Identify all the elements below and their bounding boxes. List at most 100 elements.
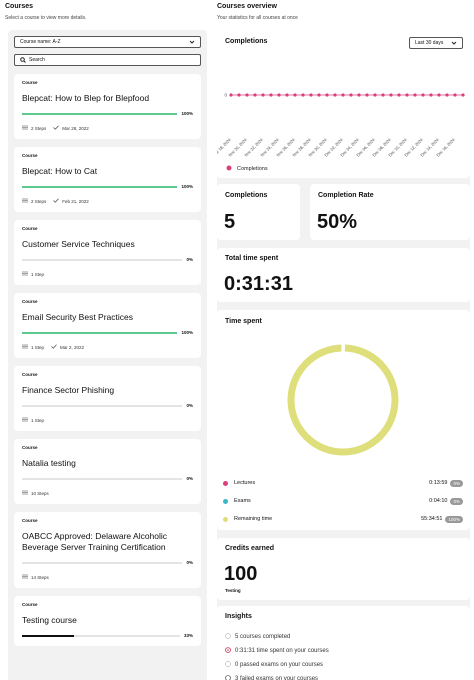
progress-row: 0% [22, 257, 193, 262]
progress-track [22, 477, 183, 480]
courses-title: Courses [5, 3, 34, 10]
course-title: Blepcat: How to Cat [22, 166, 98, 176]
progress-label: 0% [186, 476, 193, 481]
progress-track [22, 258, 183, 261]
insight-text: 5 courses completed [235, 634, 291, 640]
sort-select[interactable]: Course name: A-Z [14, 36, 201, 48]
value: 0:31:31 [224, 273, 293, 295]
legend-time: 55:34:51 [421, 516, 443, 522]
point [437, 93, 441, 97]
progress-track [22, 185, 178, 188]
date: Feb 21, 2022 [62, 198, 89, 204]
insight-text: 0 passed exams on your courses [235, 662, 324, 668]
point [253, 93, 257, 97]
search-input[interactable]: Search [14, 54, 201, 66]
steps: 2 Steps [31, 125, 47, 131]
progress-bar [22, 112, 178, 115]
title: Credits earned [225, 545, 275, 552]
range-label: Last 30 days [415, 40, 444, 46]
progress-label: 0% [186, 257, 193, 262]
progress-track [22, 561, 183, 564]
course-card[interactable]: Course OABCC Approved: Delaware Alcoholic… [14, 512, 201, 588]
chevron [189, 40, 195, 44]
date: Mar 28, 2022 [62, 125, 89, 131]
steps-icon [22, 271, 28, 277]
point [293, 93, 297, 97]
course-type: Course [22, 445, 38, 450]
check-icon [53, 198, 60, 204]
progress-label: 100% [181, 111, 193, 116]
course-meta: 1 Step [22, 271, 193, 277]
progress-bar [22, 634, 75, 637]
progress-track [22, 634, 180, 637]
course-title: OABCC Approved: Delaware Alcoholic Bever… [22, 531, 168, 552]
course-title: Testing course [22, 615, 77, 625]
courses-subtitle: Select a course to view more details. [5, 15, 87, 21]
course-title: Customer Service Techniques [22, 239, 135, 249]
point [269, 93, 273, 97]
chevron [451, 41, 457, 45]
progress-bar [22, 331, 178, 334]
title: Insights [225, 613, 252, 620]
course-card[interactable]: Course Finance Sector Phishing 0% 1 Step [14, 366, 201, 431]
course-card[interactable]: Course Customer Service Techniques 0% 1 Ste… [14, 220, 201, 285]
point [309, 93, 313, 97]
point [413, 93, 417, 97]
value: 100 [224, 563, 258, 585]
point [301, 93, 305, 97]
insight-icon [225, 633, 231, 641]
point [357, 93, 361, 97]
progress-label: 0% [186, 403, 193, 408]
course-type: Course [22, 602, 38, 607]
progress-bar [22, 185, 178, 188]
point [349, 93, 353, 97]
legend-swatch [226, 165, 232, 171]
steps: 1 Step [31, 271, 45, 277]
overview-subtitle: Your statistics for all courses at once [217, 15, 298, 21]
course-title: Natalia testing [22, 458, 76, 468]
sort-label: Course name: A-Z [20, 39, 61, 45]
progress-track [22, 112, 178, 115]
value: 5 [224, 211, 236, 233]
legend-time: 0:13:59 [429, 480, 448, 486]
credits-card: Credits earned 100 Testing [217, 538, 470, 600]
progress-label: 0% [186, 560, 193, 565]
progress-track [22, 404, 183, 407]
unit: Testing [225, 588, 241, 593]
course-card[interactable]: Course Blepcat: How to Blep for Blepfood 1… [14, 74, 201, 139]
insight-row: 5 courses completed [225, 630, 329, 644]
course-meta: 2 Steps Mar 28, 2022 [22, 125, 193, 131]
chart-title: Completions [225, 38, 268, 45]
point [261, 93, 265, 97]
point [453, 93, 457, 97]
course-card[interactable]: Course Testing course 33% [14, 596, 201, 646]
point [245, 93, 249, 97]
legend-time: 0:04:10 [429, 498, 448, 504]
insight-icon [225, 661, 231, 669]
course-card[interactable]: Course Blepcat: How to Cat 100% 2 Steps Feb … [14, 147, 201, 212]
completion-rate-card: Completion Rate 50% [310, 184, 470, 240]
course-card[interactable]: Course Email Security Best Practices 100% 1… [14, 293, 201, 358]
legend-swatch [223, 516, 228, 522]
course-meta: 2 Steps Feb 21, 2022 [22, 198, 193, 204]
legend-percent: 0% [450, 479, 463, 487]
point [277, 93, 281, 97]
insight-text: 3 failed exams on your courses [235, 676, 319, 680]
legend-label: Completions [237, 166, 268, 172]
steps: 1 Step [31, 417, 45, 423]
progress-label: 33% [183, 633, 193, 638]
course-type: Course [22, 153, 38, 158]
steps-icon [22, 125, 28, 131]
progress-row: 0% [22, 476, 193, 481]
progress-label: 100% [181, 330, 193, 335]
legend-swatch [223, 498, 228, 504]
range-select[interactable]: Last 30 days [409, 37, 463, 49]
course-title: Blepcat: How to Blep for Blepfood [22, 93, 150, 103]
steps-icon [22, 417, 28, 423]
insights-list: 5 courses completed 0:31:31 time spent on… [225, 630, 329, 680]
course-card[interactable]: Course Natalia testing 0% 10 Steps [14, 439, 201, 504]
legend-percent: 0% [450, 497, 463, 505]
legend-percent: 100% [445, 515, 463, 523]
overview-panel: Completions Last 30 days 0 Nov 18, 2024 No… [217, 30, 470, 680]
